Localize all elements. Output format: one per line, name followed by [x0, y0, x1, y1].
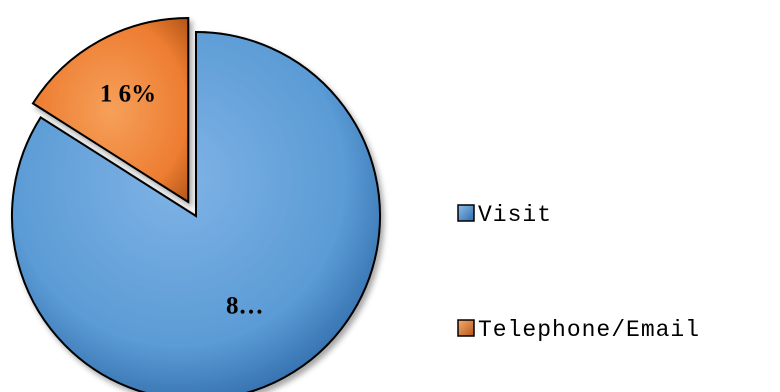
slice-visit [11, 30, 381, 392]
legend-swatch-visit [457, 204, 475, 222]
legend-label-visit: Visit [478, 202, 552, 228]
legend-swatch-telephone-email [457, 319, 475, 337]
legend-label-telephone-email: Telephone/Email [478, 317, 700, 343]
slice-telephone-email [31, 16, 190, 204]
slice-label-telephone-email: 1 6% [100, 80, 156, 107]
slice-label-visit: 8… [226, 293, 264, 320]
